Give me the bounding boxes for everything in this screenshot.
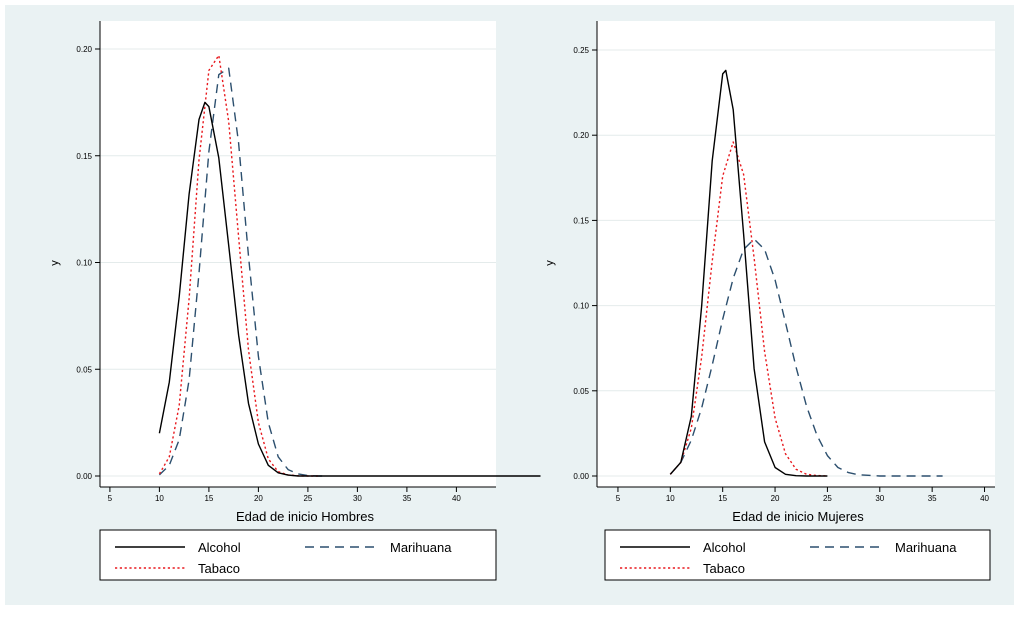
x-axis-label: Edad de inicio Mujeres (732, 509, 864, 524)
plot-area (100, 21, 496, 487)
y-tick-label: 0.15 (573, 216, 589, 225)
legend-label-marihuana: Marihuana (390, 540, 452, 555)
x-tick-label: 15 (204, 494, 213, 503)
x-tick-label: 20 (771, 494, 780, 503)
y-tick-label: 0.10 (76, 259, 92, 268)
y-tick-label: 0.20 (573, 131, 589, 140)
series-line-marihuana (158, 67, 328, 477)
x-tick-label: 25 (823, 494, 832, 503)
x-tick-label: 35 (402, 494, 411, 503)
x-axis-label: Edad de inicio Hombres (236, 509, 375, 524)
x-tick-label: 5 (616, 494, 621, 503)
y-tick-label: 0.15 (76, 152, 92, 161)
y-tick-label: 0.20 (76, 45, 92, 54)
legend-label-tabaco: Tabaco (198, 561, 240, 576)
y-tick-label: 0.00 (76, 472, 92, 481)
x-tick-label: 15 (718, 494, 727, 503)
y-axis-label: y (49, 260, 61, 266)
series-line-alcohol (669, 69, 828, 477)
series-line-marihuana (669, 238, 943, 477)
x-tick-label: 30 (353, 494, 362, 503)
chart-mujeres: 0.00 0.05 0.10 0.15 0.20 0.25 5 10 15 20 25 30 35 40 E… (544, 21, 995, 581)
x-tick-label: 40 (452, 494, 461, 503)
legend-label-marihuana: Marihuana (895, 540, 957, 555)
legend-label-alcohol: Alcohol (198, 540, 241, 555)
legend-box (99, 529, 497, 581)
series-line-tabaco (669, 141, 828, 477)
x-tick-label: 25 (303, 494, 312, 503)
x-tick-label: 10 (155, 494, 164, 503)
y-tick-label: 0.05 (76, 365, 92, 374)
y-tick-label: 0.10 (573, 302, 589, 311)
y-tick-label: 0.00 (573, 472, 589, 481)
legend: Alcohol Marihuana Tabaco (99, 529, 497, 581)
y-tick-label: 0.05 (573, 387, 589, 396)
legend: Alcohol Marihuana Tabaco (604, 529, 991, 581)
x-tick-label: 20 (254, 494, 263, 503)
plot-area (597, 21, 995, 487)
y-axis-label: y (544, 260, 556, 266)
legend-label-alcohol: Alcohol (703, 540, 746, 555)
legend-label-tabaco: Tabaco (703, 561, 745, 576)
x-tick-label: 5 (108, 494, 113, 503)
series-line-alcohol (158, 101, 541, 477)
x-tick-label: 10 (666, 494, 675, 503)
x-tick-label: 35 (928, 494, 937, 503)
chart-hombres: 0.00 0.05 0.10 0.15 0.20 5 10 15 20 25 30 35 40 Edad … (49, 21, 541, 581)
x-tick-label: 40 (980, 494, 989, 503)
x-tick-label: 30 (875, 494, 884, 503)
y-tick-label: 0.25 (573, 46, 589, 55)
legend-box (604, 529, 991, 581)
